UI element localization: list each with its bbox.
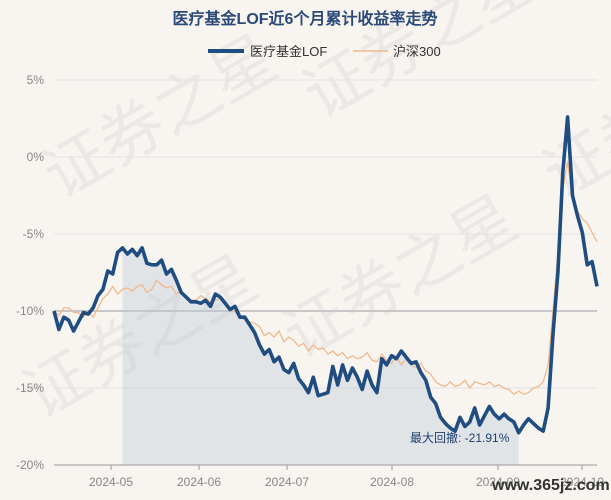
- x-tick-label: 2024-08: [370, 475, 414, 489]
- chart-title: 医疗基金LOF近6个月累计收益率走势: [173, 9, 438, 28]
- y-tick-label: -5%: [23, 227, 45, 241]
- series-line-fund: [52, 115, 599, 435]
- y-tick-label: 5%: [27, 73, 45, 87]
- x-tick-label: 2024-10: [560, 475, 604, 489]
- y-tick-label: 0%: [27, 150, 45, 164]
- watermark-text: 证券之星: [271, 182, 530, 374]
- x-tick-label: 2024-07: [265, 475, 309, 489]
- site-watermark: www.365jz.com: [491, 477, 610, 494]
- drawdown-area: [122, 247, 519, 465]
- y-tick-label: -20%: [16, 458, 44, 472]
- legend-label-hs300: 沪深300: [393, 44, 441, 59]
- series-line-hs300: [53, 161, 598, 396]
- y-axis-ticks: 5% 0% -5% -10% -15% -20%: [16, 73, 44, 472]
- x-tick-label: 2024-05: [89, 475, 133, 489]
- y-tick-label: -10%: [16, 304, 44, 318]
- x-tick-label: 2024-06: [177, 475, 221, 489]
- x-tick-label: 2024-09: [476, 475, 520, 489]
- max-drawdown-label: 最大回撤: -21.91%: [410, 430, 510, 445]
- legend: 医疗基金LOF 沪深300: [208, 44, 441, 59]
- y-tick-label: -15%: [16, 381, 44, 395]
- x-axis-ticks: 2024-05 2024-06 2024-07 2024-08 2024-09 2024-…: [89, 465, 604, 489]
- legend-label-fund: 医疗基金LOF: [250, 44, 327, 59]
